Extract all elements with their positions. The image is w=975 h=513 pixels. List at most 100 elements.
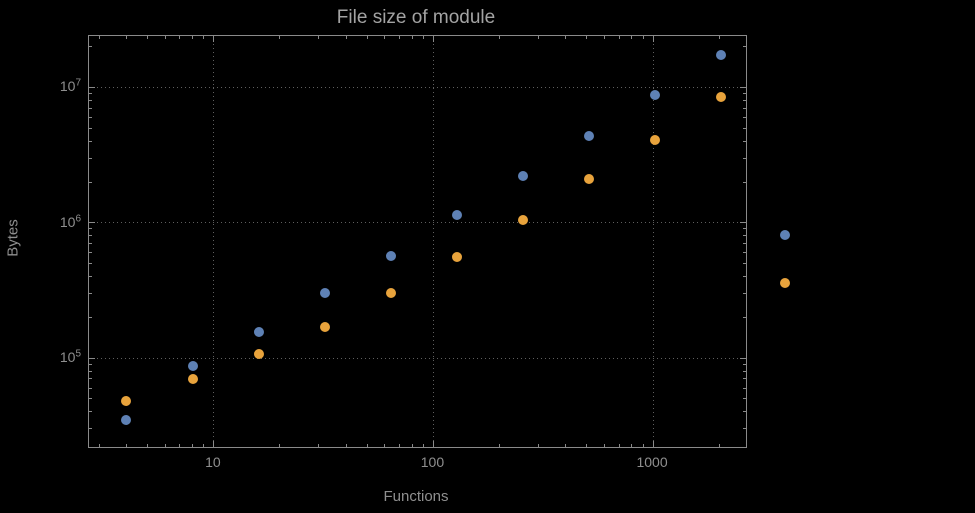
x-tick-mark: [192, 36, 194, 39]
y-tick-mark: [743, 276, 746, 278]
y-tick-mark: [743, 116, 746, 118]
y-tick-mark: [743, 387, 746, 389]
x-tick-mark: [203, 36, 205, 39]
y-tick-mark: [89, 181, 92, 183]
y-gridline: [89, 357, 746, 359]
x-tick-mark: [618, 444, 620, 447]
legend: [780, 230, 792, 290]
x-tick-mark: [213, 441, 215, 447]
x-tick-mark: [422, 36, 424, 39]
y-tick-mark: [89, 157, 92, 159]
y-tick-mark: [89, 370, 92, 372]
x-tick-mark: [164, 444, 166, 447]
y-tick-mark: [89, 262, 92, 264]
x-tick-mark: [398, 36, 400, 39]
y-tick-mark: [743, 378, 746, 380]
y-tick-mark: [743, 252, 746, 254]
data-point-series-2: [319, 321, 330, 332]
y-tick-mark: [743, 243, 746, 245]
plot-area: [88, 35, 747, 448]
x-tick-label: 100: [420, 454, 445, 470]
x-tick-mark: [213, 36, 215, 42]
x-tick-mark: [318, 36, 320, 39]
x-tick-mark: [603, 444, 605, 447]
y-tick-mark: [89, 378, 92, 380]
x-tick-mark: [631, 36, 633, 39]
y-tick-label: 106: [59, 213, 81, 230]
x-tick-mark: [279, 444, 281, 447]
y-tick-mark: [89, 228, 92, 230]
x-tick-mark: [565, 36, 567, 39]
x-tick-mark: [179, 444, 181, 447]
x-tick-mark: [586, 36, 588, 39]
y-tick-mark: [743, 127, 746, 129]
x-tick-mark: [384, 36, 386, 39]
data-point-series-2: [253, 348, 264, 359]
y-tick-mark: [743, 100, 746, 102]
y-tick-mark: [743, 228, 746, 230]
x-tick-mark: [652, 36, 654, 42]
y-tick-mark: [743, 398, 746, 400]
y-tick-mark: [89, 243, 92, 245]
x-tick-mark: [164, 36, 166, 39]
y-tick-mark: [743, 181, 746, 183]
x-tick-mark: [586, 444, 588, 447]
x-tick-mark: [565, 444, 567, 447]
data-point-series-1: [452, 209, 462, 220]
x-tick-mark: [384, 444, 386, 447]
legend-marker-2: [780, 278, 790, 288]
y-tick-mark: [743, 370, 746, 372]
y-tick-mark: [743, 140, 746, 142]
y-tick-mark: [743, 262, 746, 264]
y-tick-mark: [743, 93, 746, 95]
x-tick-mark: [642, 444, 644, 447]
y-tick-mark: [740, 222, 746, 224]
data-point-series-2: [650, 134, 661, 145]
x-tick-mark: [411, 36, 413, 39]
x-tick-mark: [642, 36, 644, 39]
x-tick-mark: [432, 441, 434, 447]
y-tick-mark: [89, 107, 92, 109]
data-point-series-1: [187, 360, 198, 371]
y-tick-mark: [743, 316, 746, 318]
x-tick-mark: [192, 444, 194, 447]
y-tick-mark: [89, 127, 92, 129]
x-tick-mark: [125, 36, 127, 39]
y-tick-mark: [743, 292, 746, 294]
x-tick-mark: [718, 36, 720, 39]
x-tick-mark: [537, 36, 539, 39]
x-tick-mark: [432, 36, 434, 42]
data-point-series-1: [650, 89, 661, 100]
x-tick-mark: [318, 444, 320, 447]
y-tick-label: 107: [59, 77, 81, 95]
x-tick-mark: [631, 444, 633, 447]
x-tick-mark: [98, 444, 100, 447]
y-tick-mark: [89, 363, 92, 365]
x-tick-mark: [422, 444, 424, 447]
legend-marker-1: [780, 230, 790, 240]
data-point-series-2: [121, 396, 132, 407]
x-tick-mark: [203, 444, 205, 447]
x-tick-mark: [537, 444, 539, 447]
data-point-series-1: [716, 49, 727, 60]
data-point-series-1: [385, 250, 396, 261]
y-tick-mark: [743, 428, 746, 430]
y-tick-mark: [743, 363, 746, 365]
x-tick-mark: [345, 36, 347, 39]
y-gridline: [89, 222, 746, 224]
y-tick-mark: [89, 357, 95, 359]
y-tick-label: 105: [59, 348, 81, 366]
x-gridline: [432, 36, 434, 447]
data-point-series-2: [716, 91, 727, 102]
y-tick-mark: [743, 46, 746, 48]
x-tick-mark: [345, 444, 347, 447]
x-tick-mark: [603, 36, 605, 39]
x-tick-mark: [98, 36, 100, 39]
x-gridline: [213, 36, 215, 447]
y-tick-mark: [89, 292, 92, 294]
x-tick-mark: [366, 444, 368, 447]
x-tick-label: 10: [205, 454, 221, 470]
y-tick-mark: [740, 357, 746, 359]
chart-title: File size of module: [336, 7, 496, 28]
